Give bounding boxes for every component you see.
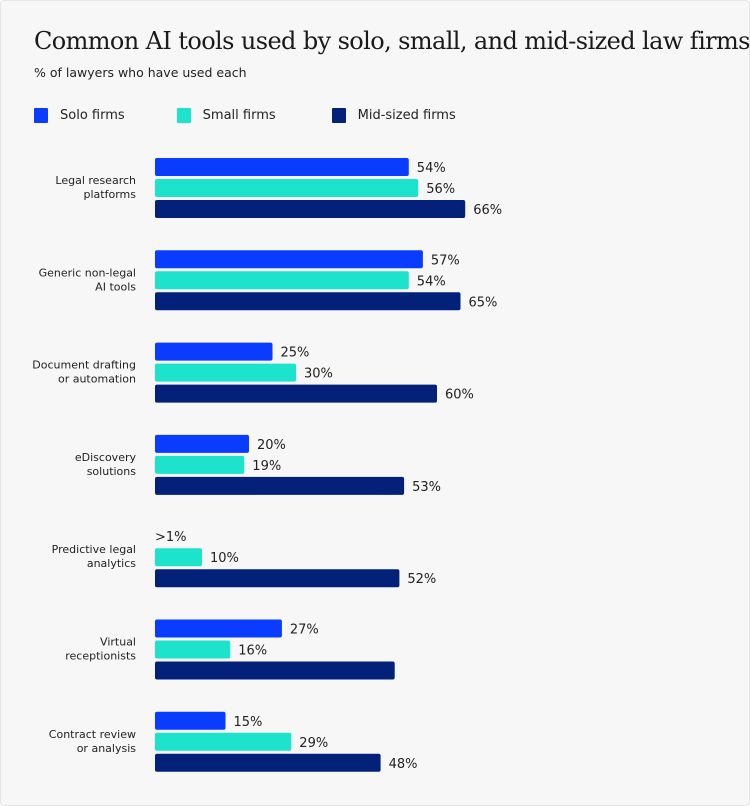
data-label: 30% xyxy=(304,367,333,382)
bar xyxy=(155,250,423,269)
bar xyxy=(155,179,419,197)
legend-label: Small firms xyxy=(202,108,276,123)
category-label: Legal research platforms xyxy=(55,174,136,201)
data-label: 25% xyxy=(281,346,310,361)
data-label: 27% xyxy=(290,623,319,638)
category-label: Document drafting or automation xyxy=(32,359,136,386)
bar xyxy=(155,158,409,176)
category-label: Generic non-legal AI tools xyxy=(39,266,137,293)
chart-title: Common AI tools used by solo, small, and… xyxy=(34,27,750,55)
bar xyxy=(155,732,292,751)
category-label: Contract review or analysis xyxy=(49,728,136,755)
data-label: 57% xyxy=(431,253,460,268)
data-label: 65% xyxy=(469,295,498,310)
bar xyxy=(155,476,405,495)
bar xyxy=(155,200,466,218)
bar xyxy=(155,271,409,290)
legend-label: Solo firms xyxy=(60,108,125,123)
data-label: 60% xyxy=(445,388,474,403)
legend-item-small: Small firms xyxy=(176,108,276,123)
data-label: 66% xyxy=(473,203,502,218)
bar xyxy=(155,548,202,567)
data-label: 15% xyxy=(234,715,263,730)
legend-label: Mid-sized firms xyxy=(357,108,456,123)
data-label: 54% xyxy=(417,161,446,176)
legend: Solo firms Small firms Mid-sized firms xyxy=(34,108,508,123)
data-label: 53% xyxy=(412,480,441,495)
data-label: 54% xyxy=(417,274,446,289)
data-label: 16% xyxy=(238,644,267,659)
bar xyxy=(155,711,226,730)
data-label: 19% xyxy=(252,459,281,474)
data-label: >1% xyxy=(155,530,187,545)
bar xyxy=(155,292,461,311)
bar xyxy=(155,619,282,638)
data-label: 29% xyxy=(299,736,328,751)
legend-swatch xyxy=(331,108,346,123)
data-label: 48% xyxy=(389,757,418,772)
legend-item-mid: Mid-sized firms xyxy=(331,108,456,123)
data-label: 20% xyxy=(257,438,286,453)
data-label: 52% xyxy=(407,572,436,587)
category-label: Virtual receptionists xyxy=(65,636,136,663)
bar xyxy=(155,455,245,474)
data-label: 10% xyxy=(210,551,239,566)
category-label: eDiscovery solutions xyxy=(75,451,137,478)
bar xyxy=(155,342,273,361)
bar xyxy=(155,434,249,453)
data-label: 56% xyxy=(426,182,455,197)
bar xyxy=(155,640,231,659)
legend-swatch xyxy=(176,108,191,123)
category-label: Predictive legal analytics xyxy=(52,543,137,570)
chart-subtitle: % of lawyers who have used each xyxy=(34,65,247,80)
bar xyxy=(155,661,395,680)
bar xyxy=(155,363,296,382)
bar xyxy=(155,753,381,772)
legend-swatch xyxy=(34,108,48,123)
legend-item-solo: Solo firms xyxy=(34,108,125,123)
bar xyxy=(155,384,437,403)
bar xyxy=(155,569,400,588)
